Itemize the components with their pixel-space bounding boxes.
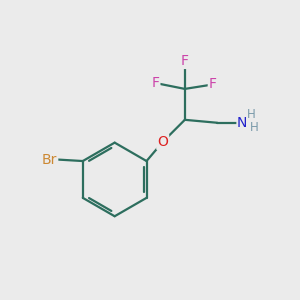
Text: H: H [247, 108, 256, 121]
Text: Br: Br [42, 153, 57, 166]
Text: F: F [152, 76, 159, 90]
Text: H: H [250, 121, 259, 134]
Text: F: F [209, 77, 217, 92]
Text: F: F [181, 54, 189, 68]
Text: N: N [237, 116, 247, 130]
Text: O: O [157, 135, 168, 149]
